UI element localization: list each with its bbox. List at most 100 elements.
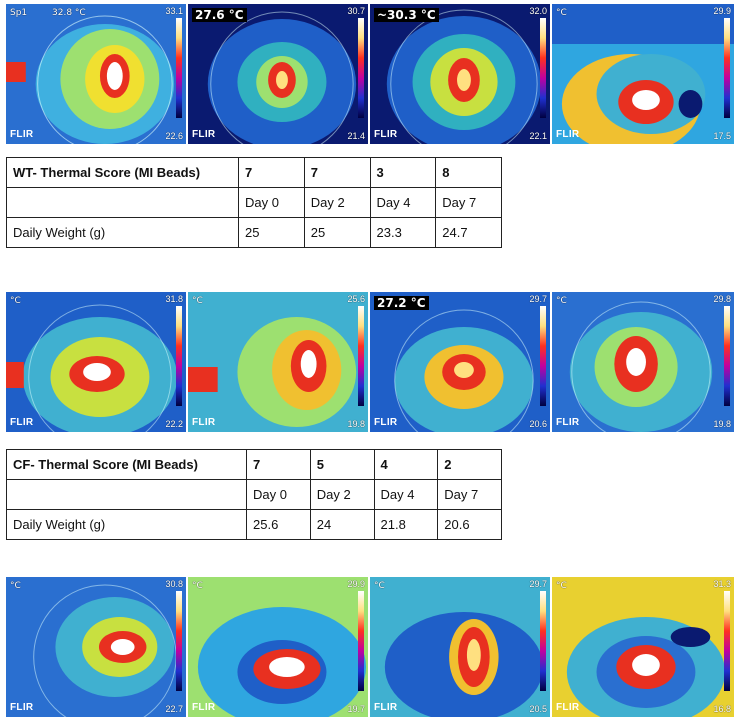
- color-scale: [724, 306, 730, 406]
- score-cell: 5: [310, 450, 374, 480]
- day-cell: Day 0: [247, 480, 311, 510]
- thermal-image: 27.2 °C 29.7 20.6 FLIR: [370, 292, 552, 432]
- color-scale: [724, 18, 730, 118]
- day-cell: Day 7: [436, 188, 502, 218]
- flir-logo: FLIR: [374, 129, 397, 140]
- scale-max: 33.1: [165, 6, 183, 16]
- scale-max: 32.0: [529, 6, 547, 16]
- table-header: CF- Thermal Score (MI Beads): [7, 450, 247, 480]
- empty-cell: [7, 480, 247, 510]
- thermal-image: °C 31.8 22.2 FLIR: [6, 292, 188, 432]
- flir-logo: FLIR: [192, 129, 215, 140]
- scale-min: 19.8: [713, 419, 731, 429]
- day-cell: Day 2: [310, 480, 374, 510]
- color-scale: [540, 306, 546, 406]
- color-scale: [724, 591, 730, 691]
- thermal-row-3: °C 30.8 22.7 FLIR °C 29.9 19.7 FLIR °C 2…: [6, 577, 736, 717]
- flir-logo: FLIR: [10, 129, 33, 140]
- day-cell: Day 4: [374, 480, 438, 510]
- weight-label: Daily Weight (g): [7, 510, 247, 540]
- score-cell: 4: [374, 450, 438, 480]
- wt-score-table: WT- Thermal Score (MI Beads) 7 7 3 8 Day…: [6, 157, 502, 248]
- thermal-image: °C 30.8 22.7 FLIR: [6, 577, 188, 717]
- day-cell: Day 4: [370, 188, 436, 218]
- color-scale: [540, 18, 546, 118]
- score-cell: 7: [239, 158, 305, 188]
- thermal-image: °C 29.9 19.7 FLIR: [188, 577, 370, 717]
- thermal-image: °C 31.3 16.8 FLIR: [552, 577, 736, 717]
- day-cell: Day 2: [304, 188, 370, 218]
- temp-readout: °C: [556, 296, 567, 306]
- color-scale: [176, 591, 182, 691]
- flir-logo: FLIR: [192, 417, 215, 428]
- cf-score-table: CF- Thermal Score (MI Beads) 7 5 4 2 Day…: [6, 449, 502, 540]
- scale-max: 25.6: [347, 294, 365, 304]
- color-scale: [358, 306, 364, 406]
- scale-min: 22.1: [529, 131, 547, 141]
- scale-max: 29.7: [529, 579, 547, 589]
- weight-cell: 21.8: [374, 510, 438, 540]
- thermal-image: °C 29.9 17.5 FLIR: [552, 4, 736, 144]
- scale-min: 22.6: [165, 131, 183, 141]
- scale-max: 31.3: [713, 579, 731, 589]
- scale-min: 20.5: [529, 704, 547, 714]
- temp-readout: °C: [556, 8, 567, 18]
- temp-readout: °C: [192, 296, 203, 306]
- color-scale: [176, 18, 182, 118]
- flir-logo: FLIR: [556, 129, 579, 140]
- empty-cell: [7, 188, 239, 218]
- score-cell: 3: [370, 158, 436, 188]
- scale-max: 31.8: [165, 294, 183, 304]
- scale-min: 19.8: [347, 419, 365, 429]
- scale-min: 22.2: [165, 419, 183, 429]
- temp-readout: °C: [556, 581, 567, 591]
- temp-readout: °C: [10, 581, 21, 591]
- color-scale: [358, 18, 364, 118]
- flir-logo: FLIR: [10, 417, 33, 428]
- scale-min: 19.7: [347, 704, 365, 714]
- scale-max: 29.9: [347, 579, 365, 589]
- scale-min: 17.5: [713, 131, 731, 141]
- flir-logo: FLIR: [556, 417, 579, 428]
- score-cell: 7: [247, 450, 311, 480]
- flir-logo: FLIR: [192, 702, 215, 713]
- thermal-image: Sp1 32.8 °C 33.1 22.6 FLIR: [6, 4, 188, 144]
- scale-min: 20.6: [529, 419, 547, 429]
- scale-max: 30.7: [347, 6, 365, 16]
- temp-readout: 32.8 °C: [52, 8, 86, 18]
- scale-max: 29.8: [713, 294, 731, 304]
- thermal-image: °C 29.7 20.5 FLIR: [370, 577, 552, 717]
- thermal-image: ~30.3 °C 32.0 22.1 FLIR: [370, 4, 552, 144]
- weight-cell: 24.7: [436, 218, 502, 248]
- spot-label: Sp1: [10, 8, 27, 18]
- score-cell: 2: [438, 450, 502, 480]
- color-scale: [540, 591, 546, 691]
- temp-readout: °C: [374, 581, 385, 591]
- temp-readout: °C: [192, 581, 203, 591]
- thermal-image: °C 29.8 19.8 FLIR: [552, 292, 736, 432]
- table-header: WT- Thermal Score (MI Beads): [7, 158, 239, 188]
- scale-max: 29.7: [529, 294, 547, 304]
- flir-logo: FLIR: [10, 702, 33, 713]
- scale-min: 21.4: [347, 131, 365, 141]
- score-cell: 8: [436, 158, 502, 188]
- weight-cell: 25: [239, 218, 305, 248]
- temp-readout: 27.6 °C: [192, 8, 247, 22]
- thermal-row-wt: Sp1 32.8 °C 33.1 22.6 FLIR 27.6 °C 30.7 …: [6, 4, 736, 144]
- flir-logo: FLIR: [374, 417, 397, 428]
- scale-max: 30.8: [165, 579, 183, 589]
- flir-logo: FLIR: [556, 702, 579, 713]
- scale-min: 16.8: [713, 704, 731, 714]
- flir-logo: FLIR: [374, 702, 397, 713]
- day-cell: Day 0: [239, 188, 305, 218]
- color-scale: [358, 591, 364, 691]
- weight-cell: 25.6: [247, 510, 311, 540]
- weight-cell: 20.6: [438, 510, 502, 540]
- temp-readout: °C: [10, 296, 21, 306]
- thermal-row-cf: °C 31.8 22.2 FLIR °C 25.6 19.8 FLIR 27.2…: [6, 292, 736, 432]
- weight-cell: 24: [310, 510, 374, 540]
- temp-readout: 27.2 °C: [374, 296, 429, 310]
- temp-readout: ~30.3 °C: [374, 8, 439, 22]
- weight-cell: 23.3: [370, 218, 436, 248]
- color-scale: [176, 306, 182, 406]
